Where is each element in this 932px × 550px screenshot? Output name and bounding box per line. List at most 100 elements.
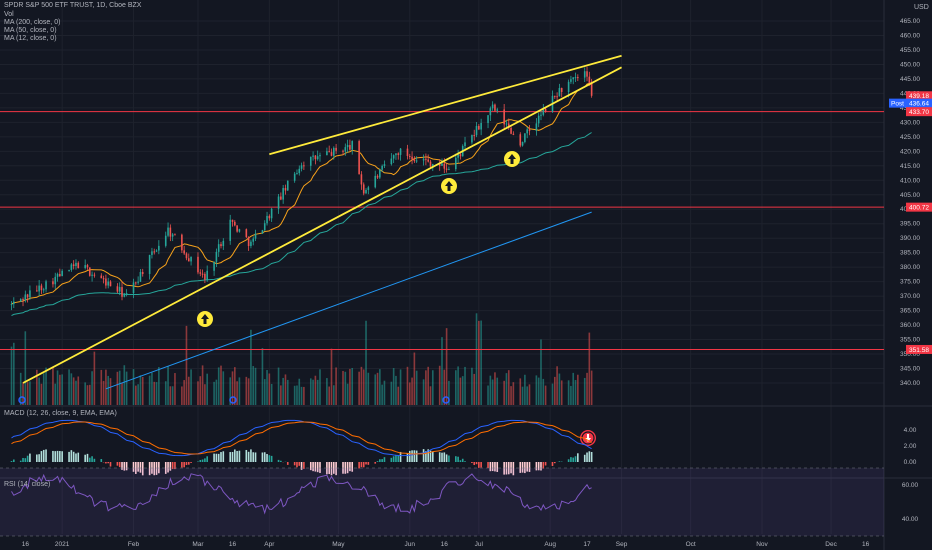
macd-histogram-bar: [408, 450, 411, 462]
macd-histogram-bar: [395, 454, 397, 462]
price-tick-label: 340.00: [900, 380, 920, 387]
time-tick-label: 16: [229, 541, 237, 548]
macd-histogram-bar: [247, 451, 250, 462]
macd-histogram-bar: [360, 462, 363, 468]
macd-histogram-bar: [72, 451, 75, 462]
time-tick-label: 16: [441, 541, 449, 548]
candle-body: [487, 115, 489, 123]
candle-body: [431, 164, 434, 167]
arrow-up-icon: [441, 178, 457, 194]
candle-body: [471, 135, 473, 143]
candle-body: [390, 158, 393, 165]
price-tick-label: 355.00: [900, 337, 920, 344]
candle-body: [296, 173, 298, 175]
candle-body: [464, 142, 466, 147]
volume-bar: [125, 371, 128, 405]
volume-bar: [590, 370, 593, 405]
time-tick-label: 17: [583, 541, 591, 548]
candle-body: [429, 161, 432, 167]
macd-histogram-bar: [365, 462, 367, 465]
candle-body: [151, 251, 153, 255]
candle-body: [190, 256, 192, 262]
volume-bar: [40, 383, 43, 405]
time-tick-label: 2021: [55, 541, 70, 548]
horizontal-levels: [0, 111, 884, 350]
volume-bar: [316, 379, 319, 405]
volume-bar: [489, 375, 492, 405]
candle-body: [217, 244, 220, 252]
macd-histogram-bar: [438, 452, 441, 462]
candle-body: [238, 229, 241, 232]
volume-bar: [199, 376, 202, 405]
macd-histogram-bar: [540, 462, 542, 471]
macd-histogram-bar: [155, 462, 158, 475]
candle-body: [408, 155, 411, 157]
candle-body: [448, 169, 450, 171]
price-badge: [906, 98, 932, 108]
volume-bar: [102, 380, 105, 405]
macd-histogram-bar: [158, 462, 160, 474]
candle-body: [266, 215, 268, 224]
volume-bar: [261, 348, 264, 405]
trendlines[interactable]: [22, 54, 622, 384]
candle-body: [507, 123, 510, 128]
macd-histogram-bar: [13, 459, 15, 462]
candle-body: [88, 267, 91, 276]
macd-histogram-bar: [328, 462, 331, 475]
time-tick-label: Aug: [544, 541, 556, 548]
volume-bar: [330, 348, 333, 405]
price-axis[interactable]: 465.00460.00455.00450.00445.00440.00435.…: [889, 18, 932, 523]
volume-bar: [309, 378, 312, 405]
volume-bar: [298, 378, 301, 405]
candle-body: [379, 169, 381, 178]
price-badge-label: 433.70: [909, 109, 929, 116]
volume-bar: [123, 365, 126, 405]
volume-bar: [395, 375, 397, 405]
volume-bar: [475, 313, 478, 405]
volume-bar: [415, 370, 418, 405]
candle-body: [475, 125, 478, 136]
candle-body: [443, 163, 446, 169]
candle-body: [234, 221, 236, 226]
volume-bar: [293, 385, 296, 405]
candle-body: [521, 142, 524, 146]
volume-bar: [556, 366, 558, 405]
candle-body: [395, 153, 397, 156]
macd-histogram-bar: [406, 453, 409, 462]
candle-body: [247, 237, 250, 247]
macd-histogram-bar: [535, 462, 538, 471]
candle-body: [351, 141, 354, 150]
macd-histogram-bar: [510, 462, 512, 474]
macd-histogram-bar: [135, 462, 137, 474]
volume-bar: [376, 372, 379, 405]
volume-bar: [59, 374, 61, 405]
volume-bar: [268, 373, 271, 405]
macd-histogram-bar: [245, 449, 248, 462]
time-axis[interactable]: 16 2021 Feb Mar 16 Apr May Jun 16 Jul Aug 17 Sep Oct N…: [22, 541, 870, 548]
candle-body: [153, 251, 156, 253]
volume-bar: [413, 352, 416, 405]
macd-histogram-bar: [266, 453, 268, 462]
macd-histogram-bar: [141, 462, 144, 476]
volume-bar: [510, 386, 512, 405]
volume-bar: [135, 385, 137, 405]
time-tick-label: Dec: [825, 541, 837, 548]
candle-body: [132, 282, 135, 294]
candle-body: [155, 250, 158, 252]
volume-bar: [459, 377, 462, 405]
macd-histogram-bar: [24, 458, 27, 462]
macd-histogram-bar: [204, 458, 206, 462]
rsi-legend: RSI (14, close): [4, 481, 51, 488]
candle-body: [332, 147, 335, 156]
candle-body: [181, 234, 183, 251]
volume-bar: [406, 366, 409, 405]
candle-body: [26, 294, 29, 298]
rsi-line: [11, 473, 592, 515]
macd-histogram-bar: [379, 459, 381, 462]
volume-bar: [116, 371, 119, 405]
time-tick-label: Nov: [756, 541, 768, 548]
macd-histogram-bar: [422, 449, 425, 462]
candle-body: [415, 160, 418, 162]
macd-histogram-bar: [590, 451, 593, 462]
